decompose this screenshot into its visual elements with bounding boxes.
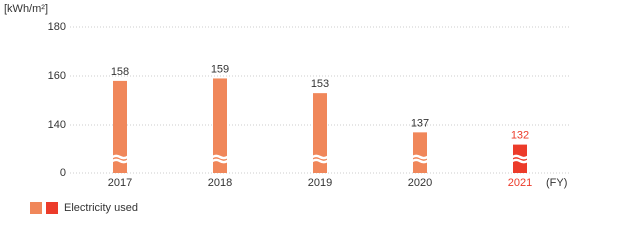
axis-break [509,154,531,164]
bar [413,132,427,173]
x-tick-label: 2017 [108,177,132,189]
value-label: 153 [311,78,329,90]
x-unit-label: (FY) [546,177,567,189]
value-label: 132 [511,130,529,142]
y-tick-label: 0 [60,167,66,179]
legend-swatch [30,202,42,214]
y-tick-label: 160 [48,70,66,82]
unit-label: [kWh/m²] [4,3,48,15]
chart: [kWh/m²] (FY) 0 140 160 180 2017 158 2018 159 20… [4,3,570,214]
x-tick-label: 2018 [208,177,232,189]
bar [313,93,327,173]
y-tick-label: 140 [48,119,66,131]
x-tick-label: 2020 [408,177,432,189]
y-tick-label: 180 [48,21,66,33]
axis-break [209,154,231,164]
axis-break [409,154,431,164]
bar [513,144,527,173]
value-label: 137 [411,117,429,129]
bar [113,80,127,173]
legend-label: Electricity used [64,202,138,214]
axis-break [109,154,131,164]
value-label: 159 [211,63,229,75]
value-label: 158 [111,66,129,78]
legend-swatch [46,202,58,214]
x-tick-label: 2019 [308,177,332,189]
bar [213,78,227,173]
axis-break [309,154,331,164]
x-tick-label: 2021 [508,177,532,189]
